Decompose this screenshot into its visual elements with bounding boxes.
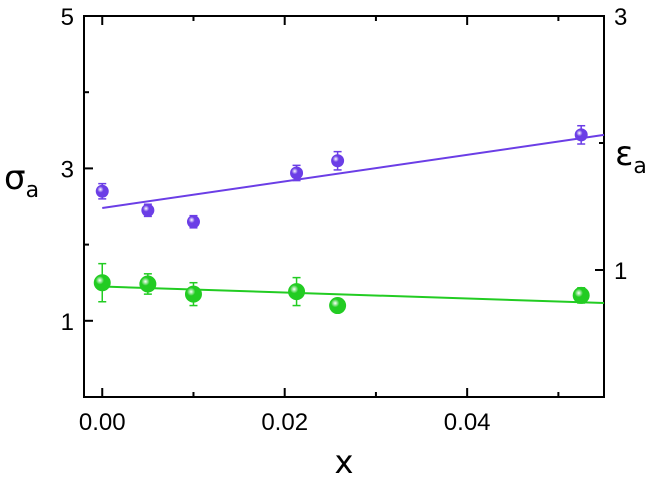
data-point-right: [572, 286, 590, 304]
y-left-tick-label: 3: [61, 156, 74, 183]
ticks-group: 0.00 0.02 0.04 1 3 5 1 3: [61, 4, 628, 436]
data-point-right: [93, 274, 111, 292]
x-tick-label: 0.00: [79, 409, 126, 436]
y-right-tick-label: 3: [614, 4, 627, 31]
data-point-left: [331, 154, 345, 168]
plot-frame: [83, 15, 605, 398]
data-point-left: [574, 128, 588, 142]
data-point-right: [184, 285, 202, 303]
y-right-tick-label: 1: [614, 258, 627, 285]
y-left-tick-label: 1: [61, 309, 74, 336]
data-point-left: [95, 184, 109, 198]
y-left-label: σa: [4, 158, 39, 203]
data-point-right: [288, 283, 306, 301]
x-tick-label: 0.04: [444, 409, 491, 436]
fit-lines-group: [102, 133, 605, 305]
data-point-left: [186, 215, 200, 229]
y-left-tick-label: 5: [61, 4, 74, 31]
x-axis-label: x: [335, 443, 354, 477]
y-right-label: εa: [615, 134, 647, 179]
data-point-right: [329, 297, 347, 315]
data-point-left: [290, 166, 304, 180]
fit-line-right: [102, 285, 605, 305]
x-tick-label: 0.02: [261, 409, 308, 436]
fit-line-left: [102, 133, 605, 210]
data-point-right: [139, 275, 157, 293]
data-point-left: [141, 203, 155, 217]
data-points-group: [93, 124, 590, 315]
